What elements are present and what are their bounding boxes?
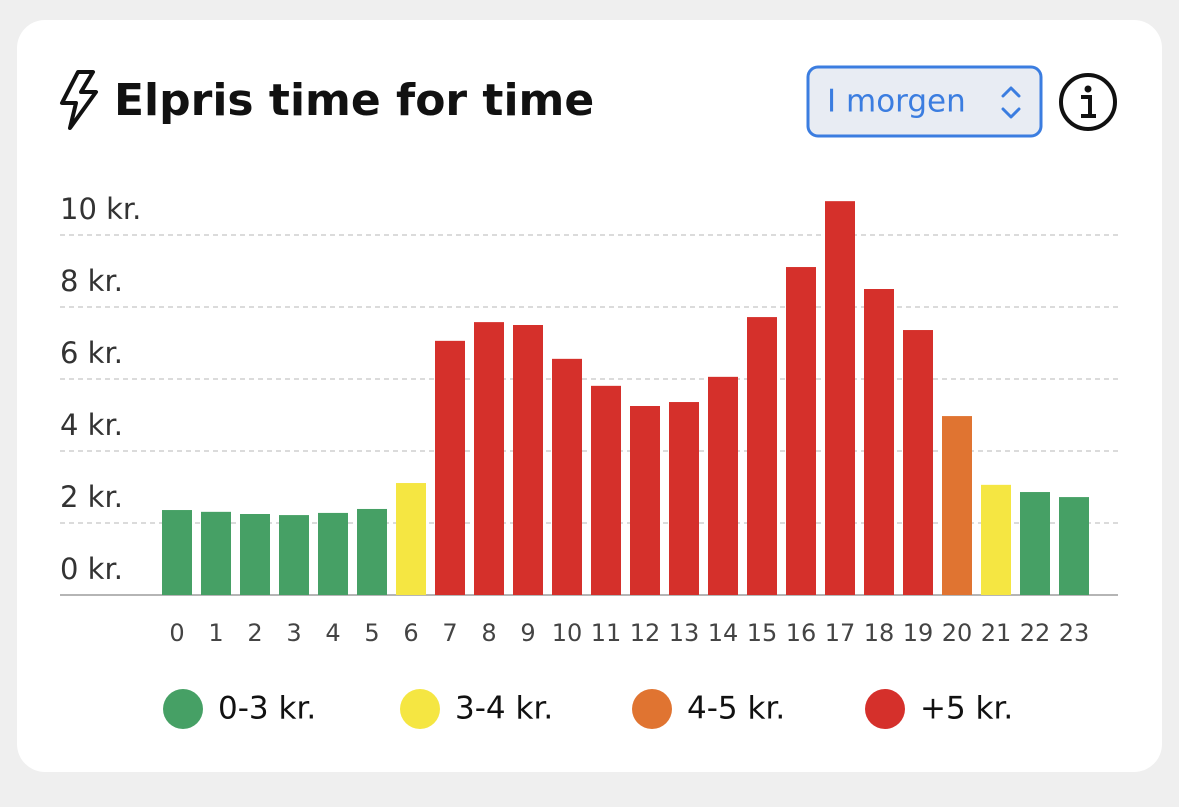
x-tick-label: 7 (442, 619, 457, 647)
bar (318, 512, 348, 595)
bolt-icon (60, 70, 98, 130)
legend-swatch (400, 689, 440, 729)
legend-label: 4-5 kr. (687, 691, 785, 727)
select-box[interactable] (806, 65, 1043, 138)
y-tick-label: 10 kr. (60, 192, 141, 226)
x-tick-label: 8 (481, 619, 496, 647)
x-tick-label: 15 (747, 619, 778, 647)
bar (708, 376, 738, 595)
title: Elpris time for time (114, 75, 594, 126)
bar (864, 289, 894, 595)
bar (630, 406, 660, 595)
bar (240, 514, 270, 595)
legend-label: 0-3 kr. (218, 691, 316, 727)
bar (552, 358, 582, 595)
x-tick-label: 23 (1059, 619, 1090, 647)
y-tick-label: 4 kr. (60, 408, 123, 442)
bar (825, 201, 855, 595)
bar (474, 322, 504, 595)
x-tick-label: 12 (630, 619, 661, 647)
bar (1020, 492, 1050, 595)
legend-label: +5 kr. (920, 691, 1013, 727)
x-tick-label: 10 (552, 619, 583, 647)
bar (435, 340, 465, 595)
x-tick-label: 11 (591, 619, 622, 647)
legend-swatch (632, 689, 672, 729)
bar (279, 515, 309, 595)
x-tick-label: 17 (825, 619, 856, 647)
bar (1059, 497, 1089, 595)
x-tick-label: 18 (864, 619, 895, 647)
bar (513, 325, 543, 595)
x-tick-label: 2 (247, 619, 262, 647)
bar (396, 483, 426, 595)
legend-label: 3-4 kr. (455, 691, 553, 727)
x-tick-label: 21 (981, 619, 1012, 647)
bar (201, 511, 231, 595)
info-stem (1081, 95, 1096, 118)
x-tick-label: 5 (364, 619, 379, 647)
bar (591, 385, 621, 595)
x-tick-label: 19 (903, 619, 934, 647)
bar (669, 402, 699, 595)
info-dot (1084, 85, 1092, 93)
info-button[interactable] (1059, 73, 1117, 131)
x-tick-label: 0 (169, 619, 184, 647)
info-circle[interactable] (1059, 73, 1117, 131)
bar (747, 317, 777, 595)
bar (162, 510, 192, 595)
bar (357, 508, 387, 595)
x-tick-label: 14 (708, 619, 739, 647)
x-tick-label: 16 (786, 619, 817, 647)
y-tick-label: 2 kr. (60, 480, 123, 514)
bar (942, 416, 972, 595)
bar (981, 484, 1011, 595)
legend-swatch (865, 689, 905, 729)
bar (786, 267, 816, 595)
x-tick-label: 13 (669, 619, 700, 647)
bar (903, 330, 933, 595)
x-tick-label: 4 (325, 619, 340, 647)
legend-swatch (163, 689, 203, 729)
x-tick-label: 1 (208, 619, 223, 647)
x-tick-label: 22 (1020, 619, 1051, 647)
select-label[interactable]: I morgen (827, 84, 966, 120)
x-tick-label: 20 (942, 619, 973, 647)
day-select[interactable]: I morgen (806, 65, 1043, 138)
x-tick-label: 9 (520, 619, 535, 647)
y-tick-label: 8 kr. (60, 264, 123, 298)
y-tick-label: 6 kr. (60, 336, 123, 370)
chevron (1001, 86, 1021, 119)
y-tick-label: 0 kr. (60, 552, 123, 586)
x-tick-label: 3 (286, 619, 301, 647)
x-tick-label: 6 (403, 619, 418, 647)
